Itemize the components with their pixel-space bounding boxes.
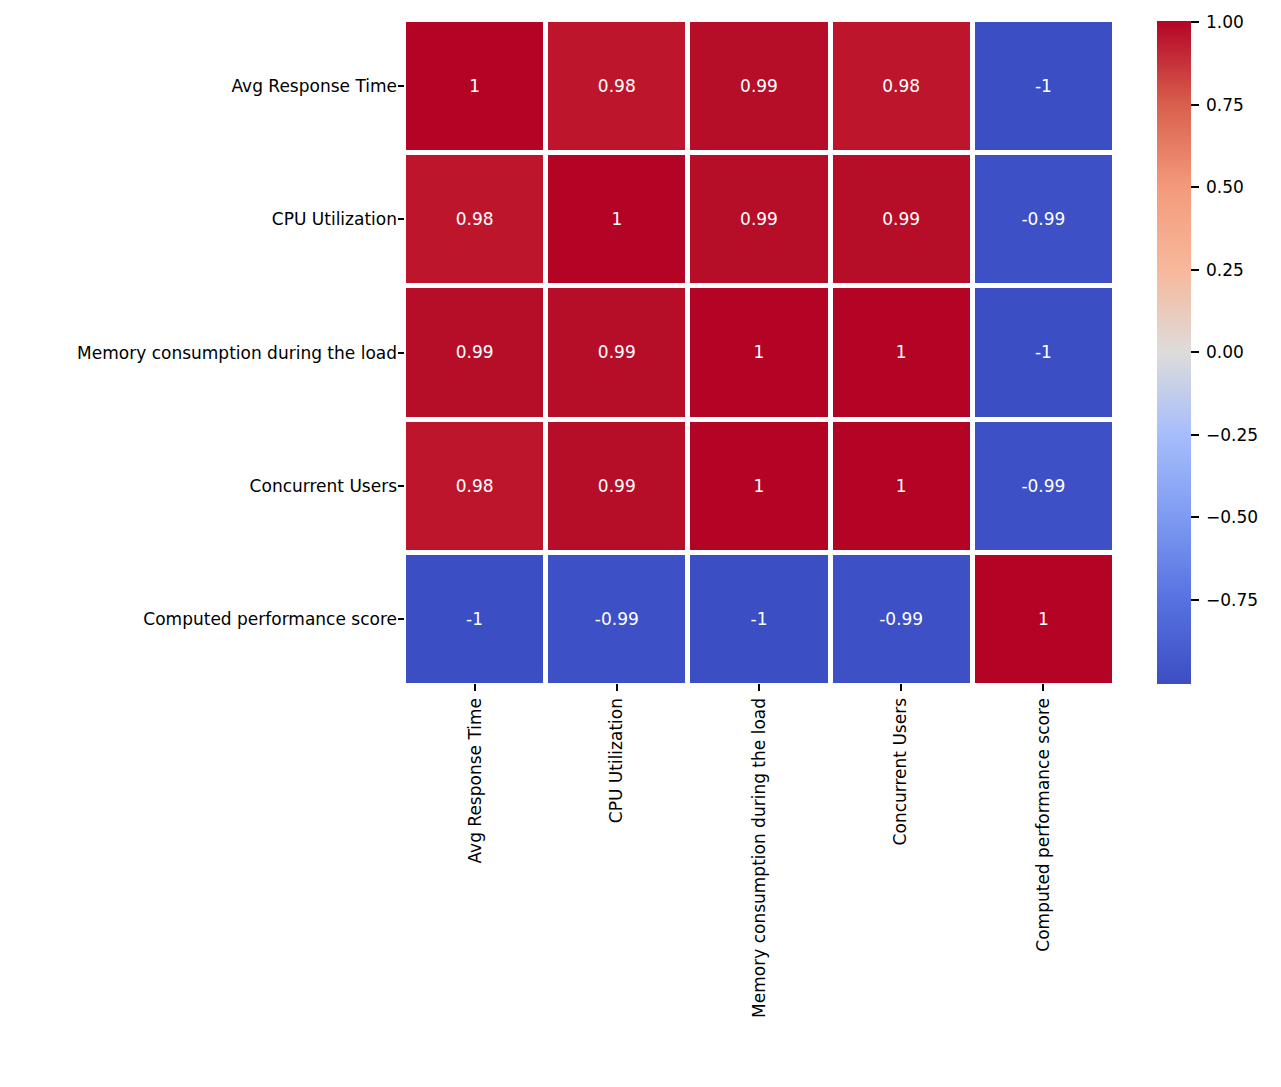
colorbar-tick-mark bbox=[1191, 434, 1199, 436]
heatmap-grid: 1 0.98 0.99 0.98 -1 0.98 1 0.99 0.99 -0.99 0.99 0.9… bbox=[406, 22, 1112, 683]
cell-value: 0.99 bbox=[598, 342, 636, 362]
x-tick-mark bbox=[1042, 684, 1044, 691]
colorbar-tick-label: 0.25 bbox=[1206, 260, 1244, 280]
heatmap-cell: 0.99 bbox=[690, 22, 827, 150]
heatmap-cell: -1 bbox=[406, 555, 543, 683]
cell-value: -1 bbox=[751, 609, 768, 629]
colorbar-tick-label: 0.00 bbox=[1206, 342, 1244, 362]
colorbar-tick-mark bbox=[1191, 351, 1199, 353]
heatmap-cell: 1 bbox=[975, 555, 1112, 683]
heatmap-cell: 0.99 bbox=[406, 288, 543, 416]
heatmap-cell: -1 bbox=[975, 288, 1112, 416]
y-tick-label: Computed performance score bbox=[0, 609, 397, 629]
y-tick-mark bbox=[398, 85, 404, 87]
y-tick-mark bbox=[398, 618, 404, 620]
cell-value: 1 bbox=[896, 476, 907, 496]
heatmap-cell: 1 bbox=[406, 22, 543, 150]
heatmap-cell: 0.99 bbox=[833, 155, 970, 283]
cell-value: -0.99 bbox=[1021, 476, 1065, 496]
colorbar-tick-mark bbox=[1191, 269, 1199, 271]
cell-value: 0.98 bbox=[882, 76, 920, 96]
y-tick-label: Avg Response Time bbox=[0, 76, 397, 96]
x-tick-mark bbox=[474, 684, 476, 691]
heatmap-cell: 1 bbox=[548, 155, 685, 283]
cell-value: -1 bbox=[466, 609, 483, 629]
cell-value: 1 bbox=[754, 342, 765, 362]
cell-value: 0.98 bbox=[598, 76, 636, 96]
cell-value: -1 bbox=[1035, 342, 1052, 362]
cell-value: 0.99 bbox=[882, 209, 920, 229]
heatmap-cell: 1 bbox=[690, 288, 827, 416]
x-tick-label: CPU Utilization bbox=[607, 698, 626, 823]
cell-value: 1 bbox=[1038, 609, 1049, 629]
colorbar bbox=[1157, 21, 1191, 684]
colorbar-tick-label: 1.00 bbox=[1206, 12, 1244, 32]
heatmap-cell: 0.98 bbox=[406, 155, 543, 283]
heatmap-cell: 1 bbox=[833, 422, 970, 550]
colorbar-tick-mark bbox=[1191, 599, 1199, 601]
heatmap-cell: -0.99 bbox=[548, 555, 685, 683]
cell-value: 1 bbox=[896, 342, 907, 362]
colorbar-tick-label: 0.75 bbox=[1206, 95, 1244, 115]
cell-value: -0.99 bbox=[595, 609, 639, 629]
cell-value: -0.99 bbox=[1021, 209, 1065, 229]
heatmap-cell: 0.99 bbox=[548, 288, 685, 416]
correlation-heatmap-figure: Avg Response Time CPU Utilization Memory c… bbox=[0, 0, 1281, 1087]
y-tick-mark bbox=[398, 485, 404, 487]
cell-value: 1 bbox=[754, 476, 765, 496]
heatmap-cell: -1 bbox=[975, 22, 1112, 150]
colorbar-tick-mark bbox=[1191, 516, 1199, 518]
colorbar-tick-label: −0.25 bbox=[1206, 425, 1258, 445]
y-tick-mark bbox=[398, 352, 404, 354]
colorbar-tick-mark bbox=[1191, 21, 1199, 23]
heatmap-cell: -0.99 bbox=[833, 555, 970, 683]
cell-value: 1 bbox=[469, 76, 480, 96]
cell-value: -0.99 bbox=[879, 609, 923, 629]
x-tick-label: Concurrent Users bbox=[892, 698, 911, 845]
colorbar-tick-label: −0.75 bbox=[1206, 590, 1258, 610]
cell-value: 0.99 bbox=[740, 209, 778, 229]
x-tick-mark bbox=[758, 684, 760, 691]
colorbar-tick-label: 0.50 bbox=[1206, 177, 1244, 197]
heatmap-cell: 0.98 bbox=[548, 22, 685, 150]
y-tick-mark bbox=[398, 218, 404, 220]
x-tick-label: Computed performance score bbox=[1034, 698, 1053, 952]
cell-value: -1 bbox=[1035, 76, 1052, 96]
y-tick-label: Memory consumption during the load bbox=[0, 343, 397, 363]
cell-value: 0.99 bbox=[456, 342, 494, 362]
heatmap-cell: -0.99 bbox=[975, 422, 1112, 550]
heatmap-cell: 0.98 bbox=[406, 422, 543, 550]
heatmap-cell: 0.99 bbox=[548, 422, 685, 550]
y-tick-label: Concurrent Users bbox=[0, 476, 397, 496]
heatmap-cell: 1 bbox=[690, 422, 827, 550]
heatmap-cell: -0.99 bbox=[975, 155, 1112, 283]
colorbar-tick-label: −0.50 bbox=[1206, 507, 1258, 527]
heatmap-cell: 0.98 bbox=[833, 22, 970, 150]
colorbar-tick-mark bbox=[1191, 104, 1199, 106]
x-tick-label: Avg Response Time bbox=[465, 698, 484, 864]
cell-value: 1 bbox=[611, 209, 622, 229]
x-tick-mark bbox=[900, 684, 902, 691]
x-tick-mark bbox=[616, 684, 618, 691]
cell-value: 0.98 bbox=[456, 209, 494, 229]
heatmap-cell: 0.99 bbox=[690, 155, 827, 283]
x-tick-label: Memory consumption during the load bbox=[750, 698, 769, 1018]
colorbar-tick-mark bbox=[1191, 186, 1199, 188]
cell-value: 0.98 bbox=[456, 476, 494, 496]
heatmap-cell: -1 bbox=[690, 555, 827, 683]
cell-value: 0.99 bbox=[598, 476, 636, 496]
cell-value: 0.99 bbox=[740, 76, 778, 96]
heatmap-cell: 1 bbox=[833, 288, 970, 416]
y-tick-label: CPU Utilization bbox=[0, 209, 397, 229]
